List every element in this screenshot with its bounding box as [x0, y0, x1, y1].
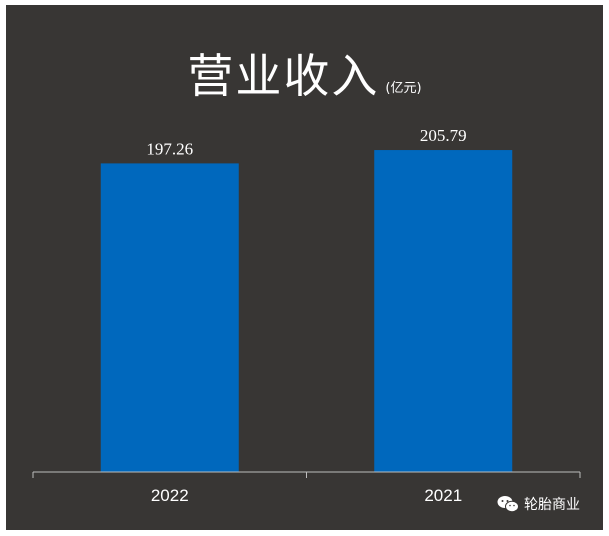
bar-2022	[100, 163, 239, 472]
wechat-icon	[497, 496, 519, 513]
watermark: 轮胎商业	[497, 494, 580, 514]
tick-label-2021: 2021	[424, 486, 462, 505]
chart-unit: (亿元)	[385, 81, 422, 96]
data-label-2021: 205.79	[420, 126, 467, 145]
bars-group	[100, 150, 513, 472]
data-label-2022: 197.26	[146, 139, 193, 158]
labels-group: 197.26 2022 205.79 2021	[146, 126, 466, 505]
chart-title: 营业收入	[187, 49, 380, 103]
chart-title-block: 营业收入 (亿元)	[0, 40, 609, 106]
bar-2021	[374, 150, 513, 472]
watermark-text: 轮胎商业	[524, 497, 580, 513]
tick-label-2022: 2022	[151, 486, 189, 505]
x-ticks-group	[32, 472, 581, 478]
